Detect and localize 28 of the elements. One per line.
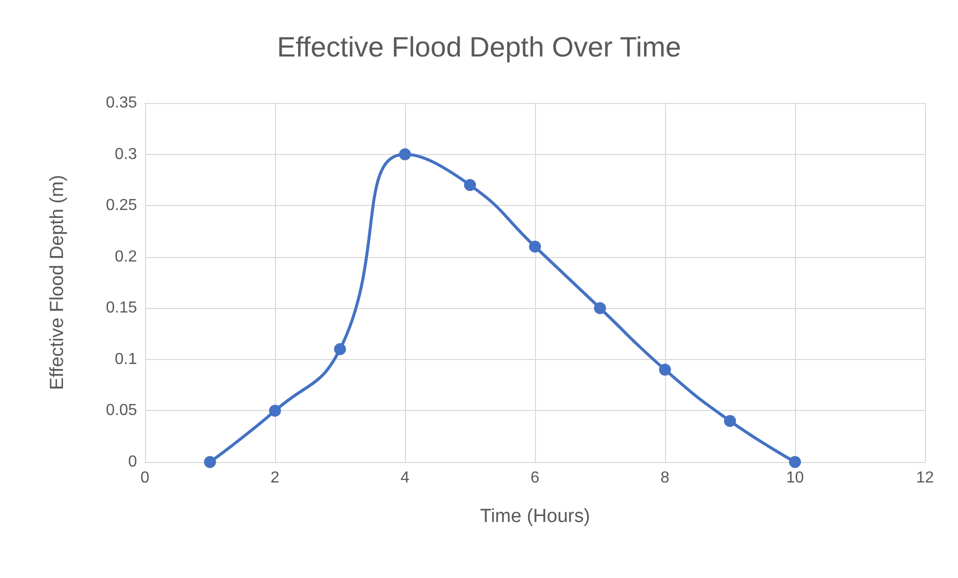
x-tick-label: 8 — [660, 470, 670, 486]
point — [789, 456, 801, 468]
point — [269, 404, 281, 417]
x-tick-label: 6 — [530, 470, 540, 486]
point — [594, 302, 606, 314]
y-tick-label: 0.05 — [106, 402, 138, 420]
y-tick-label: 0.2 — [114, 248, 138, 266]
point — [464, 179, 476, 192]
point — [399, 148, 411, 160]
point — [529, 240, 541, 253]
x-tick-label: 12 — [916, 470, 934, 486]
y-tick-label: 0.1 — [114, 350, 138, 368]
point — [724, 414, 736, 427]
y-tick-label: 0.3 — [114, 146, 138, 163]
x-tick-label: 0 — [140, 470, 150, 486]
y-tick-label: 0.25 — [106, 197, 138, 214]
x-tick-label: 2 — [270, 470, 280, 486]
point — [659, 364, 671, 376]
point — [334, 343, 346, 356]
x-tick-label: 10 — [786, 470, 804, 486]
x-tick-label: 4 — [400, 470, 410, 486]
y-tick-label: 0.35 — [106, 94, 138, 112]
y-axis-title: Effective Flood Depth (m) — [47, 174, 68, 390]
x-axis-title: Time (Hours) — [480, 506, 590, 527]
y-tick-label: 0 — [128, 454, 138, 470]
point — [204, 456, 216, 468]
chart-title: Effective Flood Depth Over Time — [276, 32, 682, 62]
y-tick-label: 0.15 — [106, 300, 138, 317]
